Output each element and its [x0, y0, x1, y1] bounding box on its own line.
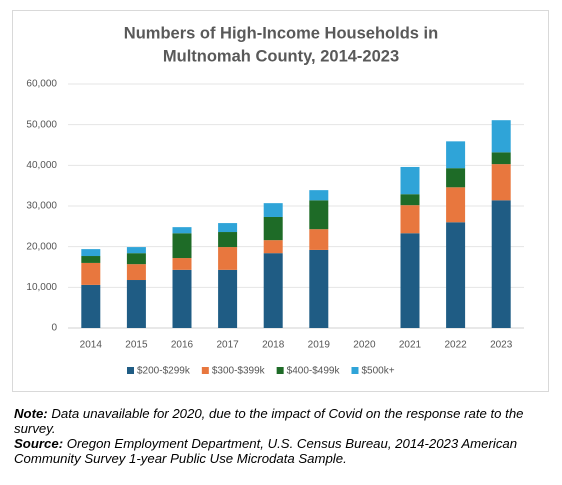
- x-tick-label: 2015: [125, 340, 148, 351]
- source-text: Oregon Employment Department, U.S. Censu…: [14, 436, 518, 466]
- chart: Numbers of High-Income Households in Mul…: [12, 10, 549, 392]
- note-text: Data unavailable for 2020, due to the im…: [14, 406, 524, 436]
- bar-segment: [446, 168, 466, 188]
- bar-segment: [400, 166, 420, 195]
- bar-segment: [263, 216, 283, 241]
- bar-segment: [446, 187, 466, 223]
- note-label: Note:: [14, 406, 48, 421]
- y-tick-label: 10,000: [26, 282, 57, 293]
- bar-segment: [126, 280, 146, 328]
- y-tick-label: 20,000: [26, 241, 57, 252]
- bar-segment: [218, 269, 238, 328]
- legend-swatch: [276, 367, 284, 374]
- bar-segment: [218, 247, 238, 270]
- bar-segment: [81, 262, 101, 285]
- legend-label: $500k+: [361, 366, 394, 377]
- bar-segment: [309, 249, 329, 328]
- bar-segment: [491, 200, 511, 328]
- bar-segment: [126, 247, 146, 254]
- legend-swatch: [201, 367, 209, 374]
- legend-label: $300-$399k: [212, 366, 266, 377]
- bar-segment: [81, 249, 101, 257]
- bar-segment: [126, 253, 146, 265]
- legend-swatch: [127, 367, 134, 374]
- legend-label: $400-$499k: [287, 366, 341, 377]
- bar-segment: [172, 233, 192, 259]
- bar-segment: [400, 233, 420, 328]
- bar-segment: [218, 223, 238, 233]
- bar-segment: [172, 227, 192, 234]
- bar-segment: [218, 232, 238, 248]
- y-tick-label: 50,000: [26, 119, 57, 130]
- x-tick-label: 2016: [171, 340, 194, 351]
- bar-segment: [446, 141, 466, 169]
- y-tick-label: 30,000: [26, 201, 57, 212]
- bar-segment: [81, 284, 101, 328]
- bar-segment: [309, 200, 329, 230]
- bar-segment: [491, 120, 511, 153]
- chart-frame: [12, 10, 549, 392]
- note: Note: Data unavailable for 2020, due to …: [14, 406, 554, 436]
- bar-segment: [263, 203, 283, 217]
- x-tick-label: 2021: [399, 340, 422, 351]
- chart-title: Numbers of High-Income Households in: [124, 24, 438, 42]
- source: Source: Oregon Employment Department, U.…: [14, 436, 554, 466]
- source-label: Source:: [14, 436, 64, 451]
- bar-segment: [126, 264, 146, 281]
- x-tick-label: 2020: [353, 340, 376, 351]
- bar-segment: [491, 164, 511, 201]
- x-tick-label: 2018: [262, 340, 285, 351]
- bar-segment: [400, 205, 420, 234]
- x-tick-label: 2014: [80, 340, 103, 351]
- legend-label: $200-$299k: [137, 366, 191, 377]
- notes: Note: Data unavailable for 2020, due to …: [14, 406, 554, 466]
- bar-segment: [263, 240, 283, 254]
- bar-segment: [172, 258, 192, 270]
- bar-segment: [263, 253, 283, 328]
- y-tick-label: 40,000: [26, 160, 57, 171]
- x-tick-label: 2022: [444, 340, 467, 351]
- bar-segment: [172, 269, 192, 328]
- bar-segment: [81, 256, 101, 263]
- y-tick-label: 0: [51, 323, 57, 334]
- chart-title: Multnomah County, 2014-2023: [163, 47, 399, 65]
- x-tick-label: 2019: [308, 340, 331, 351]
- bar-segment: [400, 194, 420, 206]
- x-tick-label: 2017: [216, 340, 239, 351]
- bar-segment: [491, 152, 511, 165]
- bar-segment: [446, 222, 466, 328]
- bar-segment: [309, 229, 329, 250]
- x-tick-label: 2023: [490, 340, 513, 351]
- y-tick-label: 60,000: [26, 79, 57, 90]
- legend-swatch: [351, 367, 359, 374]
- bar-segment: [309, 190, 329, 201]
